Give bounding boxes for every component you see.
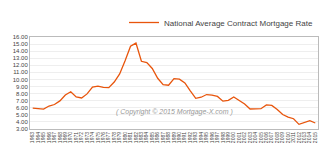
svg-text:1991: 1991 [181, 132, 187, 143]
svg-text:1994: 1994 [198, 132, 204, 143]
svg-text:16.00: 16.00 [13, 34, 29, 40]
svg-text:7.00: 7.00 [16, 98, 28, 104]
svg-text:1976: 1976 [100, 132, 106, 143]
svg-text:1978: 1978 [111, 132, 117, 143]
svg-text:4.00: 4.00 [16, 119, 28, 125]
svg-text:5.00: 5.00 [16, 112, 28, 118]
svg-text:1972: 1972 [78, 132, 84, 143]
svg-text:1979: 1979 [116, 132, 122, 143]
svg-text:1971: 1971 [73, 132, 79, 143]
svg-text:1990: 1990 [176, 132, 182, 143]
svg-text:1969: 1969 [62, 132, 68, 143]
svg-text:11.00: 11.00 [13, 69, 28, 75]
svg-text:National Average Contract Mort: National Average Contract Mortgage Rate [164, 19, 313, 28]
svg-text:1984: 1984 [143, 132, 149, 143]
svg-text:2009: 2009 [279, 132, 285, 143]
svg-text:14.00: 14.00 [13, 48, 29, 54]
svg-text:1973: 1973 [84, 132, 90, 143]
svg-text:2012: 2012 [296, 132, 302, 143]
svg-text:1992: 1992 [187, 132, 193, 143]
svg-text:1996: 1996 [209, 132, 215, 143]
svg-text:1985: 1985 [149, 132, 155, 143]
svg-text:1968: 1968 [57, 132, 63, 143]
svg-text:1977: 1977 [105, 132, 111, 143]
svg-text:2011: 2011 [290, 132, 296, 143]
svg-text:2013: 2013 [301, 132, 307, 143]
svg-text:1993: 1993 [192, 132, 198, 143]
svg-text:1999: 1999 [225, 132, 231, 143]
svg-text:2015: 2015 [312, 132, 318, 143]
svg-text:13.00: 13.00 [13, 55, 29, 61]
svg-text:2003: 2003 [247, 132, 253, 143]
svg-text:2014: 2014 [306, 132, 312, 143]
svg-text:1965: 1965 [40, 132, 46, 143]
svg-text:10.00: 10.00 [13, 77, 29, 83]
svg-text:6.00: 6.00 [16, 105, 28, 111]
svg-text:1988: 1988 [165, 132, 171, 143]
svg-text:2007: 2007 [268, 132, 274, 143]
svg-text:2002: 2002 [241, 132, 247, 143]
svg-text:2001: 2001 [236, 132, 242, 143]
svg-text:1966: 1966 [46, 132, 52, 143]
svg-text:2004: 2004 [252, 132, 258, 143]
svg-text:1989: 1989 [171, 132, 177, 143]
svg-text:2008: 2008 [274, 132, 280, 143]
svg-text:1967: 1967 [51, 132, 57, 143]
svg-text:1963: 1963 [29, 132, 35, 143]
svg-text:1975: 1975 [95, 132, 101, 143]
svg-text:1987: 1987 [160, 132, 166, 143]
svg-text:2010: 2010 [285, 132, 291, 143]
svg-text:1983: 1983 [138, 132, 144, 143]
svg-text:12.00: 12.00 [13, 62, 29, 68]
svg-text:15.00: 15.00 [13, 41, 29, 47]
svg-text:1981: 1981 [127, 132, 133, 143]
svg-text:3.00: 3.00 [16, 126, 28, 132]
svg-text:1970: 1970 [67, 132, 73, 143]
svg-text:1974: 1974 [89, 132, 95, 143]
svg-text:1982: 1982 [133, 132, 139, 143]
svg-text:1998: 1998 [220, 132, 226, 143]
svg-text:2005: 2005 [258, 132, 264, 143]
svg-text:2000: 2000 [230, 132, 236, 143]
svg-text:9.00: 9.00 [16, 84, 28, 90]
svg-text:1995: 1995 [203, 132, 209, 143]
svg-text:1997: 1997 [214, 132, 220, 143]
svg-text:1980: 1980 [122, 132, 128, 143]
svg-text:1964: 1964 [35, 132, 41, 143]
svg-text:( Copyright © 2015 Mortgage-X.: ( Copyright © 2015 Mortgage-X.com ) [116, 108, 233, 116]
svg-text:1986: 1986 [154, 132, 160, 143]
svg-text:2006: 2006 [263, 132, 269, 143]
svg-text:8.00: 8.00 [16, 91, 28, 97]
